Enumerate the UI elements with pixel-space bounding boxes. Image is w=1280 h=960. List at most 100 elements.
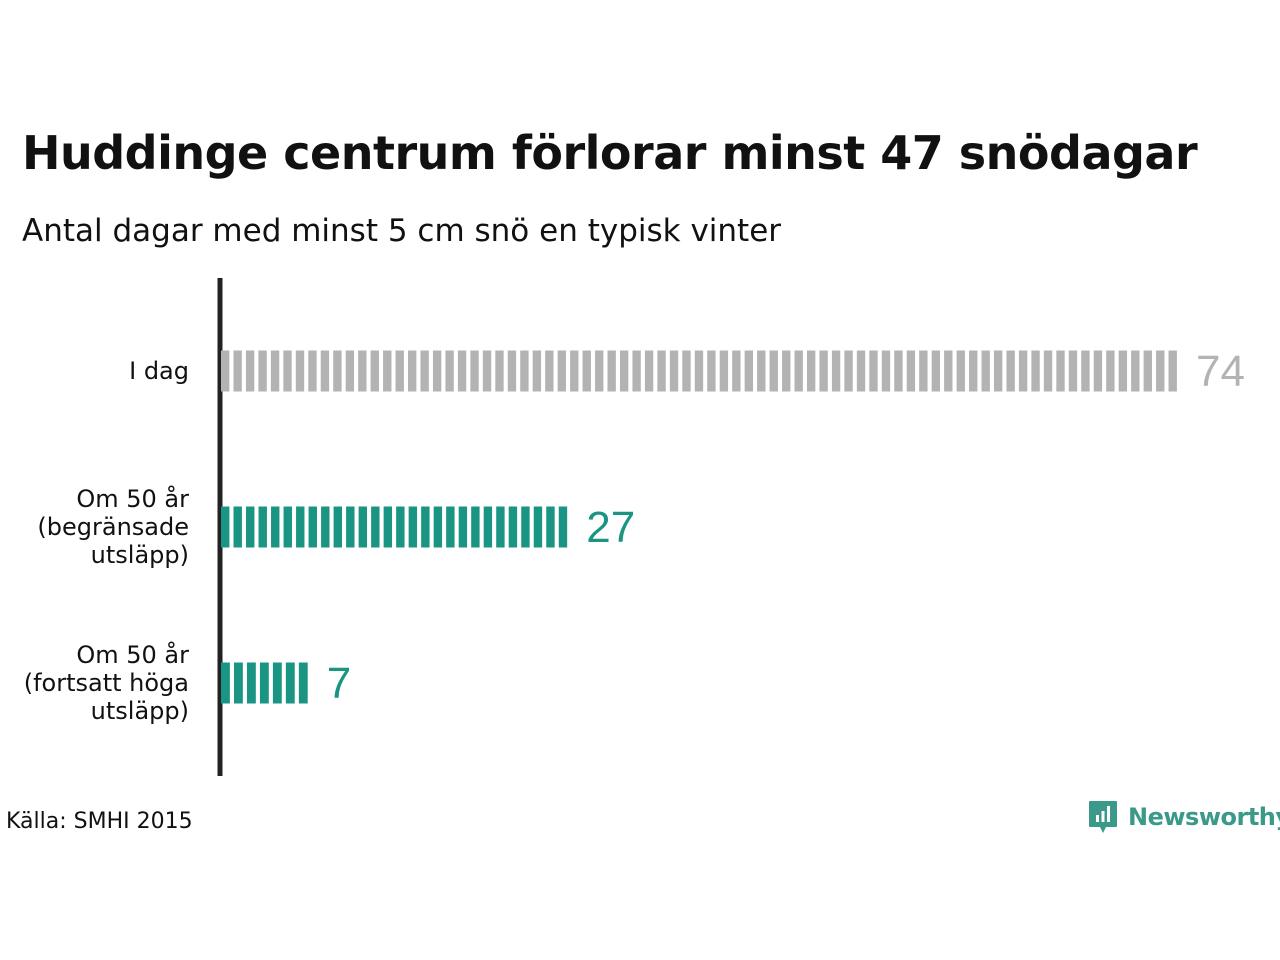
bar-segment xyxy=(520,350,529,392)
bar-segment xyxy=(259,662,269,704)
bar-segment xyxy=(283,506,292,548)
bar-segment xyxy=(396,506,405,548)
bar-segment xyxy=(944,350,953,392)
bar-segment xyxy=(458,506,468,548)
bar-segment xyxy=(719,350,729,392)
bar-segment xyxy=(395,350,404,392)
bar-segment xyxy=(221,662,230,704)
bar xyxy=(221,662,308,704)
bar-segment xyxy=(1093,350,1103,392)
bar-segment xyxy=(258,506,267,548)
category-label: Om 50 år (begränsade utsläpp) xyxy=(37,484,189,569)
bar-segment xyxy=(919,350,928,392)
value-label: 27 xyxy=(586,503,635,552)
bar-segment xyxy=(420,350,429,392)
newsworthy-logo-icon xyxy=(1089,801,1117,833)
bar-segment xyxy=(283,350,292,392)
bar-segment xyxy=(371,506,380,548)
bar-segment xyxy=(545,350,554,392)
bar-segment xyxy=(258,350,267,392)
source-note: Källa: SMHI 2015 xyxy=(6,809,193,834)
bar-segment xyxy=(1056,350,1065,392)
bar-segment xyxy=(595,350,604,392)
category-label: Om 50 år (fortsatt höga utsläpp) xyxy=(24,640,189,725)
bar-segment xyxy=(270,350,280,392)
bar-segment xyxy=(582,350,591,392)
bar-segment xyxy=(931,350,941,392)
bar xyxy=(221,350,1177,392)
bar-segment xyxy=(993,350,1003,392)
value-label: 7 xyxy=(327,659,351,708)
bar-segment xyxy=(308,506,317,548)
category-label-line: I dag xyxy=(129,357,189,385)
bar-segment xyxy=(320,350,330,392)
bar-segment xyxy=(831,350,841,392)
category-label-line: Om 50 år xyxy=(76,484,189,513)
bar-segment xyxy=(507,350,517,392)
bar-segment xyxy=(445,350,454,392)
category-label-line: utsläpp) xyxy=(91,541,189,569)
bar-segment xyxy=(233,662,243,704)
bar-segment xyxy=(881,350,891,392)
bar-segment xyxy=(694,350,704,392)
bar xyxy=(221,506,568,548)
bar-segment xyxy=(981,350,990,392)
bar-segment xyxy=(457,350,467,392)
bar-segment xyxy=(856,350,866,392)
bar-segment xyxy=(471,506,480,548)
bar-segment xyxy=(233,506,242,548)
bar-segment xyxy=(495,350,504,392)
bar-segment xyxy=(1106,350,1115,392)
bar-segment xyxy=(333,506,342,548)
bar-segment xyxy=(1018,350,1028,392)
bar-segment xyxy=(607,350,616,392)
bar-segment xyxy=(358,350,367,392)
bar-segment xyxy=(894,350,903,392)
bar-segment xyxy=(321,506,330,548)
category-label-line: Om 50 år xyxy=(76,640,189,669)
bar-segment xyxy=(285,662,295,704)
category-label-line: utsläpp) xyxy=(91,697,189,725)
bar-segment xyxy=(869,350,878,392)
bar-segment xyxy=(433,506,443,548)
bar-segment xyxy=(296,506,305,548)
bar-segment xyxy=(358,506,368,548)
bar-segment xyxy=(819,350,828,392)
bar-segment xyxy=(421,506,430,548)
bar-segment xyxy=(632,350,641,392)
bar-segment xyxy=(1118,350,1128,392)
newsworthy-logo: Newsworthy xyxy=(1088,800,1280,834)
bar-segment xyxy=(682,350,691,392)
bar-segment xyxy=(558,506,568,548)
bar-segment xyxy=(757,350,766,392)
bar-segment xyxy=(482,350,492,392)
bar-segment xyxy=(969,350,978,392)
bar-segment xyxy=(246,506,255,548)
bar-segment xyxy=(346,506,355,548)
bar-segment xyxy=(221,506,230,548)
bar-segment xyxy=(246,662,256,704)
bar-segment xyxy=(308,350,317,392)
category-label: I dag xyxy=(129,357,189,385)
bar-segment xyxy=(345,350,355,392)
bar-segment xyxy=(508,506,518,548)
bar-segment xyxy=(546,506,555,548)
bar-segment xyxy=(272,662,282,704)
bar-segment xyxy=(521,506,530,548)
bar-segment xyxy=(956,350,965,392)
bar-segment xyxy=(295,350,305,392)
bar-segment xyxy=(370,350,379,392)
bar-segment xyxy=(1156,350,1165,392)
bar-segment xyxy=(298,662,308,704)
bar-segment xyxy=(408,350,417,392)
bar-segment xyxy=(383,350,392,392)
bar-segment xyxy=(769,350,778,392)
bar-segment xyxy=(1131,350,1140,392)
bar-segment xyxy=(446,506,455,548)
bar-segment xyxy=(470,350,479,392)
bar-segment xyxy=(408,506,418,548)
bar-segment xyxy=(794,350,803,392)
bar-segment xyxy=(1081,350,1090,392)
bar-segment xyxy=(906,350,916,392)
